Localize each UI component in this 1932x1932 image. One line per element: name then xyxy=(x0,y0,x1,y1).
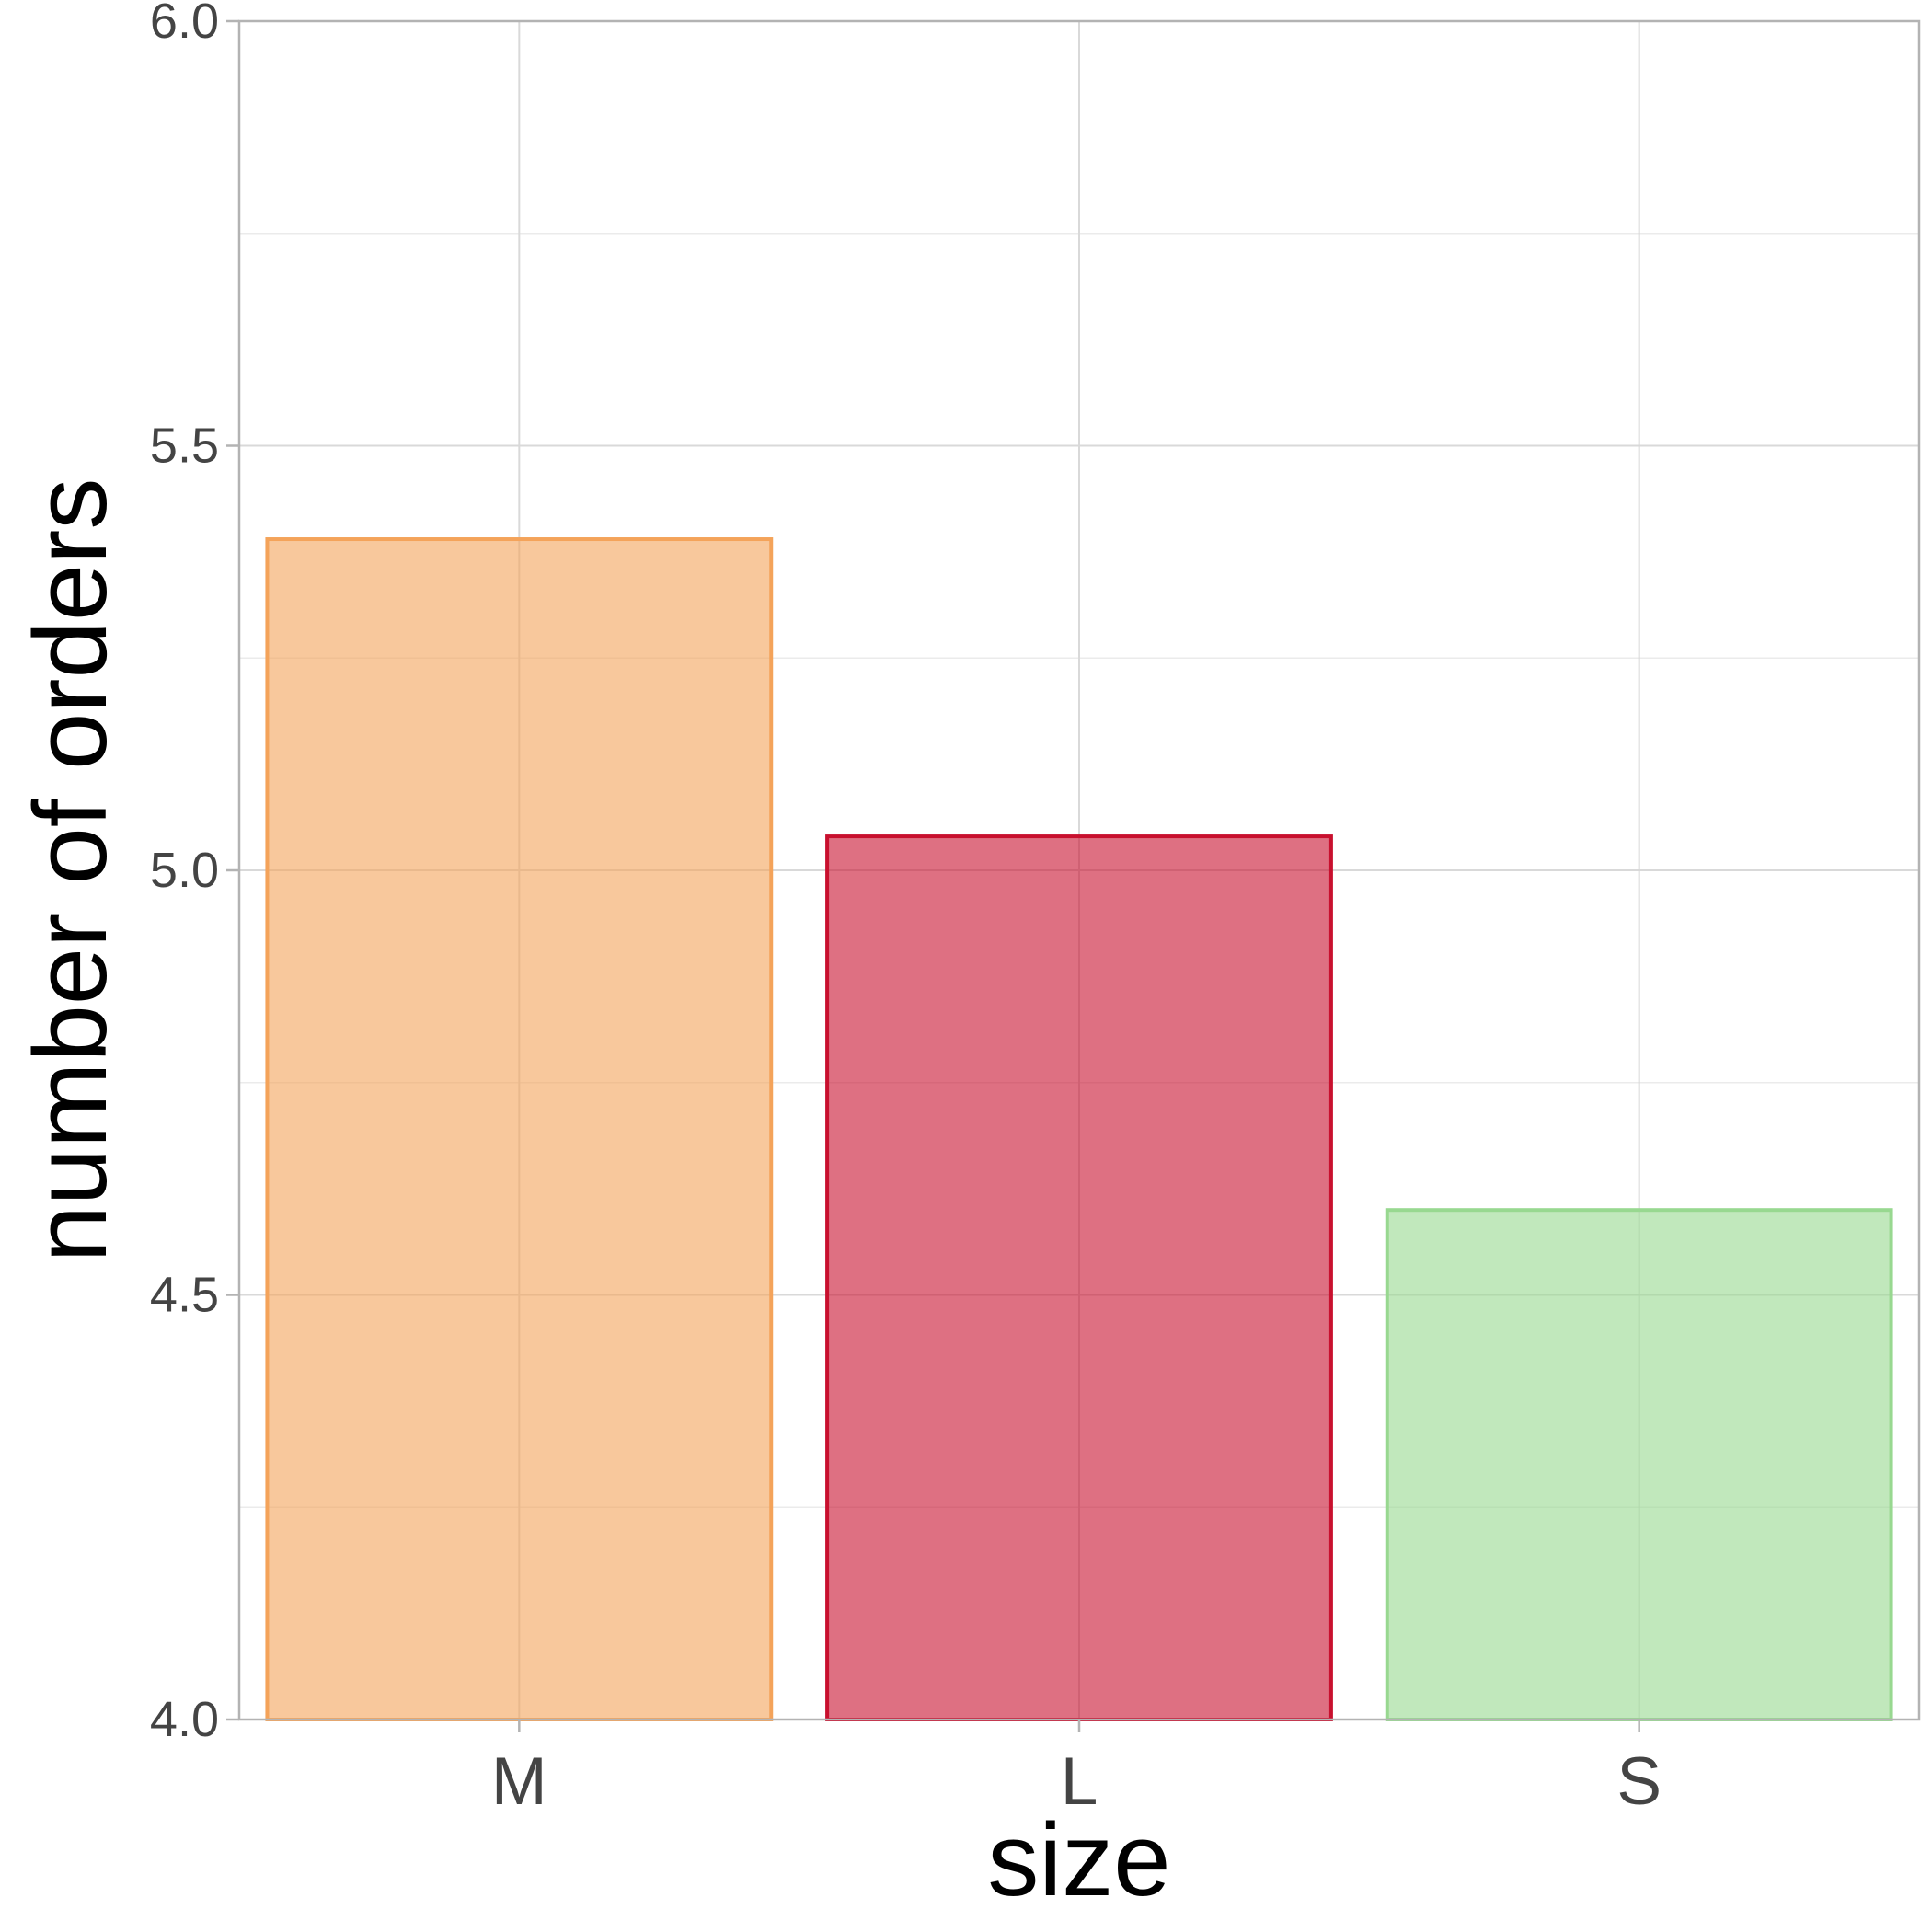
y-tick-label: 4.0 xyxy=(150,1692,219,1747)
y-tick-label: 6.0 xyxy=(150,0,219,49)
x-tick-label-m: M xyxy=(491,1744,547,1819)
x-tick-label-l: L xyxy=(1061,1744,1098,1819)
y-axis-ticks: 4.0 4.5 5.0 5.5 6.0 xyxy=(150,0,239,1747)
y-axis-title: number of orders xyxy=(13,478,128,1263)
x-tick-label-s: S xyxy=(1616,1744,1662,1819)
bar-l xyxy=(825,834,1333,1721)
y-tick-label: 5.5 xyxy=(150,419,219,474)
bar-m xyxy=(265,537,774,1721)
bar-s xyxy=(1385,1208,1893,1721)
y-tick-label: 5.0 xyxy=(150,843,219,898)
x-axis-title: size xyxy=(987,1802,1170,1917)
bars xyxy=(265,537,1893,1721)
y-tick-label: 4.5 xyxy=(150,1268,219,1323)
